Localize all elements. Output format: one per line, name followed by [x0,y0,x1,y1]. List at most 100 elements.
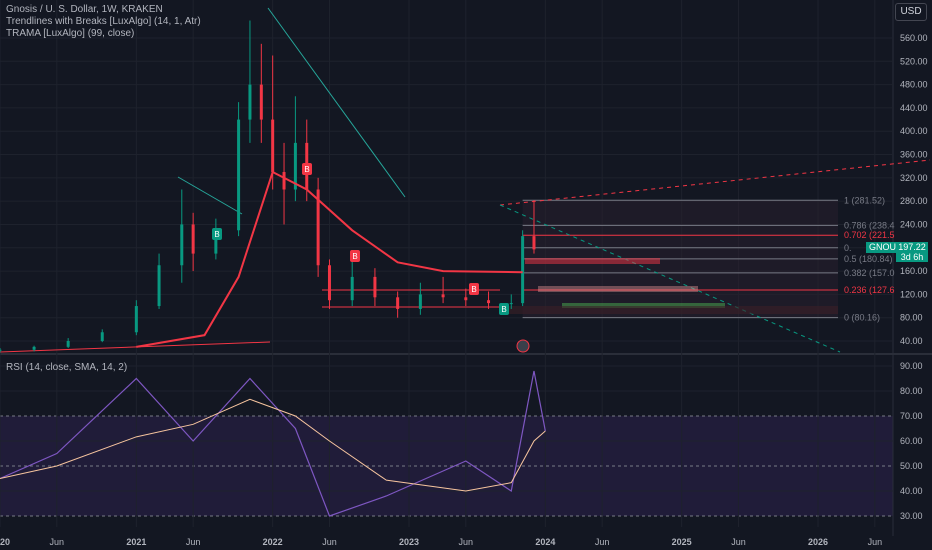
time-tick-label: Jun [50,537,65,547]
candlestick-series [0,20,536,353]
candle [532,199,536,254]
candle [396,291,400,318]
candle-body [180,224,184,266]
fib-label: 0. [844,243,852,253]
candle [100,329,104,343]
zone-green [562,303,725,308]
candle [327,259,331,309]
candle-body [532,236,536,250]
candle [248,20,252,143]
event-icon [516,339,530,353]
candle [441,276,445,304]
price-tick-label: 240.00 [900,219,928,229]
candle-body [441,294,445,298]
price-tick-label: 80.00 [900,313,923,323]
price-tick-label: 40.00 [900,336,923,346]
time-tick-label: 2024 [535,537,555,547]
trendline-drawings [0,7,931,353]
candle [191,212,195,272]
time-tick-label: 2026 [808,537,828,547]
rsi-tick-label: 60.00 [900,436,923,446]
candle [293,96,297,202]
candle [282,142,286,225]
fib-label: 0.236 (127.6 [844,285,895,295]
candle [509,294,513,309]
trendline-short [177,176,243,215]
price-tick-label: 320.00 [900,173,928,183]
candle-body [157,265,161,307]
time-tick-label: 2021 [126,537,146,547]
signal-markers: B B B B B [212,163,530,353]
buy-marker-label: B [501,305,506,314]
candle [373,268,377,307]
price-tick-label: 560.00 [900,33,928,43]
candle [487,291,491,309]
candle-body [350,276,354,301]
fib-label: 0.786 (238.4 [844,220,895,230]
indicator-trendlines-label: Trendlines with Breaks [LuxAlgo] (14, 1,… [6,16,201,27]
buy-marker-bg [499,303,509,315]
candle [237,102,241,237]
time-tick-label: Jun [459,537,474,547]
rsi-legend: RSI (14, close, SMA, 14, 2) [6,362,128,373]
candle-body [32,346,36,350]
price-tick-label: 480.00 [900,80,928,90]
ticker-badge: GNOUSD [866,242,912,253]
candle-body [271,119,275,173]
candle [464,288,468,307]
candle-body [418,294,422,309]
fib-label: 0 (80.16) [844,313,880,323]
sell-marker-bg [350,250,360,262]
candle-body [237,119,241,231]
symbol-title: Gnosis / U. S. Dollar, 1W, KRAKEN [6,4,163,15]
candle-body [373,276,377,298]
candle [134,300,138,336]
price-tick-label: 400.00 [900,126,928,136]
price-tick-label: 440.00 [900,103,928,113]
fib-label: 0.702 (221.5 [844,230,895,240]
projection-up [499,159,931,206]
rsi-sma-line [0,398,546,492]
countdown: 3d 6h [900,252,924,262]
candle-body [191,224,195,254]
last-price-badge: 197.22 3d 6h [896,242,928,262]
candle-body [66,341,70,347]
time-tick-label: 2023 [399,537,419,547]
candle-body [396,297,400,309]
price-tick-label: 360.00 [900,150,928,160]
time-tick-label: 2025 [672,537,692,547]
buy-marker: B [499,303,509,315]
price-tick-label: 520.00 [900,56,928,66]
candle [32,345,36,352]
candle-body [248,84,252,120]
sell-marker-label: B [352,252,357,261]
rsi-tick-label: 90.00 [900,361,923,371]
rsi-line [0,370,546,517]
candle-body [134,306,138,333]
buy-marker-label: B [214,230,219,239]
indicator-trama-label: TRAMA [LuxAlgo] (99, close) [6,28,135,39]
candle [521,230,525,307]
candle [316,177,320,277]
sell-marker-bg [302,163,312,175]
zone-dark [500,306,838,314]
candle [157,253,161,309]
time-tick-label: Jun [868,537,883,547]
price-tick-label: 160.00 [900,266,928,276]
currency-button[interactable]: USD [895,3,927,21]
candle [350,259,354,307]
projection-down [499,204,841,353]
rsi-pane [0,370,546,517]
zone-pink [538,286,698,292]
candle-body [0,349,2,351]
candle-body [487,300,491,304]
price-tick-label: 280.00 [900,196,928,206]
rsi-tick-label: 40.00 [900,486,923,496]
rsi-tick-label: 30.00 [900,511,923,521]
sell-marker-label: B [304,165,309,174]
buy-marker: B [212,228,222,240]
zone-red [525,258,660,264]
time-tick-label: 2020 [0,537,10,547]
trama-path [136,170,523,348]
